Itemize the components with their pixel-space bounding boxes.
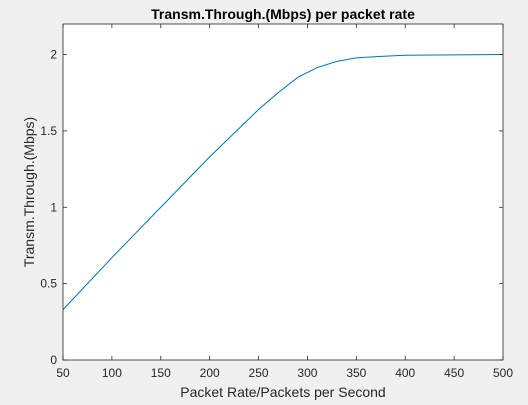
axes-box: [62, 23, 504, 361]
x-tick-label: 200: [200, 366, 220, 380]
x-tick-label: 400: [395, 366, 415, 380]
y-tick-label: 0.5: [40, 277, 57, 291]
y-axis-label: Transm.Through.(Mbps): [21, 117, 37, 267]
y-tick-label: 2: [50, 48, 57, 62]
x-tick-label: 500: [493, 366, 513, 380]
y-tick-label: 1.5: [40, 124, 57, 138]
x-tick-label: 250: [249, 366, 269, 380]
x-tick-label: 150: [151, 366, 171, 380]
plot-area: [63, 24, 503, 360]
x-tick-label: 300: [297, 366, 317, 380]
x-tick-label: 450: [444, 366, 464, 380]
chart-title: Transm.Through.(Mbps) per packet rate: [151, 6, 415, 22]
series-line-0: [62, 54, 504, 310]
x-ticks: 50 100 150 200 250 300 350 400 450 500: [56, 24, 513, 380]
y-ticks: 0 0.5 1 1.5 2: [40, 48, 503, 367]
x-tick-label: 100: [102, 366, 122, 380]
y-tick-label: 0: [50, 353, 57, 367]
x-tick-label: 350: [346, 366, 366, 380]
y-tick-label: 1: [50, 200, 57, 214]
series-layer: [62, 54, 504, 310]
x-tick-label: 50: [56, 366, 70, 380]
axes: [62, 23, 504, 361]
x-axis-label: Packet Rate/Packets per Second: [180, 384, 385, 400]
